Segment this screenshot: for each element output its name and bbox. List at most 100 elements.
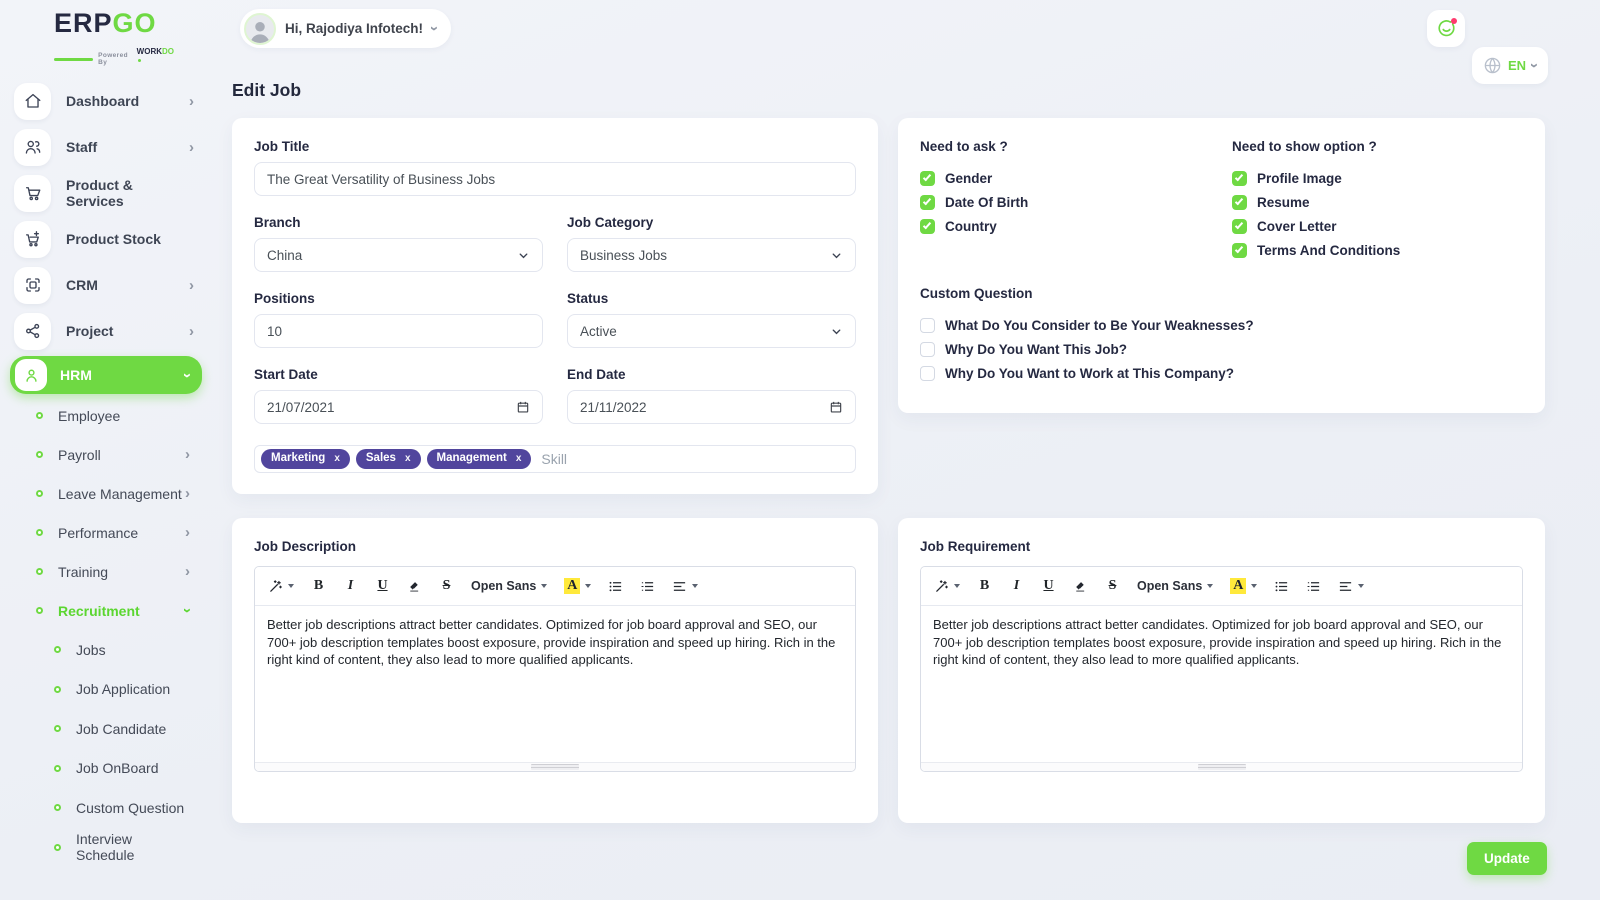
sidebar-item-project[interactable]: Project › bbox=[0, 308, 212, 354]
italic-button[interactable]: I bbox=[347, 578, 354, 593]
job-title-input[interactable]: The Great Versatility of Business Jobs bbox=[254, 162, 856, 196]
custom-question-title: Custom Question bbox=[920, 286, 1033, 301]
sidebar-item-interview-schedule[interactable]: Interview Schedule bbox=[0, 828, 212, 868]
user-menu[interactable]: Hi, Rajodiya Infotech! › bbox=[240, 9, 452, 48]
sidebar-item-jobs[interactable]: Jobs bbox=[0, 630, 212, 670]
sidebar-item-payroll[interactable]: Payroll › bbox=[0, 435, 212, 474]
checkbox-gender[interactable]: Gender bbox=[920, 169, 1232, 188]
users-icon bbox=[14, 128, 51, 166]
remove-tag-icon[interactable]: x bbox=[404, 453, 411, 464]
sidebar-item-leave-management[interactable]: Leave Management › bbox=[0, 474, 212, 513]
job-description-text[interactable]: Better job descriptions attract better c… bbox=[267, 617, 836, 668]
font-color-button[interactable]: A bbox=[559, 573, 596, 599]
sidebar-item-custom-question[interactable]: Custom Question bbox=[0, 788, 212, 828]
checkbox-date-of-birth[interactable]: Date Of Birth bbox=[920, 193, 1232, 212]
sidebar-item-product-stock[interactable]: Product Stock bbox=[0, 216, 212, 262]
checkbox-resume[interactable]: Resume bbox=[1232, 193, 1400, 212]
crm-icon bbox=[14, 266, 51, 304]
checkbox-terms-conditions[interactable]: Terms And Conditions bbox=[1232, 241, 1400, 260]
remove-tag-icon[interactable]: x bbox=[515, 453, 522, 464]
bold-button[interactable]: B bbox=[313, 578, 324, 593]
user-greeting: Hi, Rajodiya Infotech! bbox=[285, 21, 424, 36]
sidebar-item-performance[interactable]: Performance › bbox=[0, 513, 212, 552]
chevron-right-icon: › bbox=[185, 563, 190, 580]
sidebar-item-dashboard[interactable]: Dashboard › bbox=[0, 78, 212, 124]
status-select[interactable]: Active bbox=[567, 314, 856, 348]
language-selector[interactable]: EN › bbox=[1472, 47, 1548, 84]
branch-label: Branch bbox=[254, 215, 301, 230]
sidebar-item-job-candidate[interactable]: Job Candidate bbox=[0, 709, 212, 749]
resize-handle[interactable] bbox=[1197, 764, 1246, 770]
sidebar-item-product-services[interactable]: Product & Services bbox=[0, 170, 212, 216]
checkbox-country[interactable]: Country bbox=[920, 217, 1232, 236]
job-requirement-text[interactable]: Better job descriptions attract better c… bbox=[933, 617, 1502, 668]
branch-select[interactable]: China bbox=[254, 238, 543, 272]
paragraph-align-button[interactable] bbox=[1333, 573, 1369, 599]
sidebar-item-employee[interactable]: Employee bbox=[0, 396, 212, 435]
messenger-button[interactable] bbox=[1427, 10, 1465, 47]
font-family-dropdown[interactable]: Open Sans bbox=[466, 573, 552, 599]
sidebar-item-training[interactable]: Training › bbox=[0, 552, 212, 591]
positions-input[interactable]: 10 bbox=[254, 314, 543, 348]
bullet-icon bbox=[36, 607, 43, 614]
checkbox-checked-icon bbox=[1232, 243, 1247, 258]
caret-icon bbox=[541, 584, 548, 588]
bold-button[interactable]: B bbox=[979, 578, 990, 593]
eraser-button[interactable] bbox=[1068, 573, 1093, 599]
checkbox-cover-letter[interactable]: Cover Letter bbox=[1232, 217, 1400, 236]
caret-icon bbox=[288, 584, 294, 588]
end-date-input[interactable]: 21/11/2022 bbox=[567, 390, 856, 424]
paragraph-align-button[interactable] bbox=[667, 573, 703, 599]
underline-button[interactable]: U bbox=[1043, 578, 1054, 593]
magic-wand-button[interactable] bbox=[929, 573, 965, 599]
start-date-input[interactable]: 21/07/2021 bbox=[254, 390, 543, 424]
checkbox-profile-image[interactable]: Profile Image bbox=[1232, 169, 1400, 188]
checkbox-question-want-job[interactable]: Why Do You Want This Job? bbox=[920, 340, 1523, 359]
underline-button[interactable]: U bbox=[377, 578, 388, 593]
sidebar-item-staff[interactable]: Staff › bbox=[0, 124, 212, 170]
magic-wand-button[interactable] bbox=[263, 573, 299, 599]
caret-icon bbox=[585, 584, 592, 588]
app-logo[interactable]: ERPGO Powered By WORKDO bbox=[54, 10, 174, 77]
ordered-list-button[interactable] bbox=[1301, 573, 1326, 599]
remove-tag-icon[interactable]: x bbox=[334, 453, 340, 464]
resize-handle[interactable] bbox=[531, 764, 579, 770]
caret-icon bbox=[692, 584, 699, 588]
font-color-icon: A bbox=[564, 578, 581, 594]
ordered-list-button[interactable] bbox=[635, 573, 660, 599]
magic-wand-icon bbox=[936, 579, 948, 592]
sidebar-item-job-onboard[interactable]: Job OnBoard bbox=[0, 749, 212, 789]
font-family-dropdown[interactable]: Open Sans bbox=[1132, 573, 1218, 599]
skill-tag: Marketing x bbox=[261, 449, 350, 469]
job-requirement-card: Job Requirement B I U S Open Sans A bbox=[898, 518, 1545, 823]
strikethrough-button[interactable]: S bbox=[442, 578, 451, 593]
checkbox-question-weaknesses[interactable]: What Do You Consider to Be Your Weakness… bbox=[920, 316, 1523, 335]
magic-wand-icon bbox=[270, 579, 282, 592]
eraser-button[interactable] bbox=[402, 573, 427, 599]
checkbox-question-work-company[interactable]: Why Do You Want to Work at This Company? bbox=[920, 364, 1523, 383]
numbered-list-icon bbox=[641, 581, 654, 591]
checkbox-checked-icon bbox=[920, 171, 935, 186]
chevron-down-icon bbox=[832, 328, 841, 334]
unordered-list-button[interactable] bbox=[1269, 573, 1294, 599]
update-button[interactable]: Update bbox=[1467, 842, 1547, 875]
sidebar-item-recruitment[interactable]: Recruitment › bbox=[0, 591, 212, 630]
font-color-icon: A bbox=[1230, 578, 1247, 594]
skill-placeholder: Skill bbox=[541, 451, 568, 467]
caret-icon bbox=[954, 584, 960, 588]
home-icon bbox=[14, 82, 51, 120]
job-category-select[interactable]: Business Jobs bbox=[567, 238, 856, 272]
skills-input[interactable]: Marketing x Sales x Management x Skill bbox=[254, 445, 856, 473]
bullet-list-icon bbox=[609, 581, 622, 591]
strikethrough-button[interactable]: S bbox=[1108, 578, 1117, 593]
editor-toolbar: B I U S Open Sans A bbox=[255, 567, 855, 606]
end-date-label: End Date bbox=[567, 367, 626, 382]
sidebar: Dashboard › Staff › Product & Services P… bbox=[0, 78, 212, 867]
sidebar-item-hrm[interactable]: HRM › bbox=[10, 356, 202, 394]
font-color-button[interactable]: A bbox=[1225, 573, 1262, 599]
globe-icon bbox=[1484, 57, 1501, 74]
italic-button[interactable]: I bbox=[1013, 578, 1020, 593]
unordered-list-button[interactable] bbox=[603, 573, 628, 599]
sidebar-item-crm[interactable]: CRM › bbox=[0, 262, 212, 308]
sidebar-item-job-application[interactable]: Job Application bbox=[0, 670, 212, 710]
